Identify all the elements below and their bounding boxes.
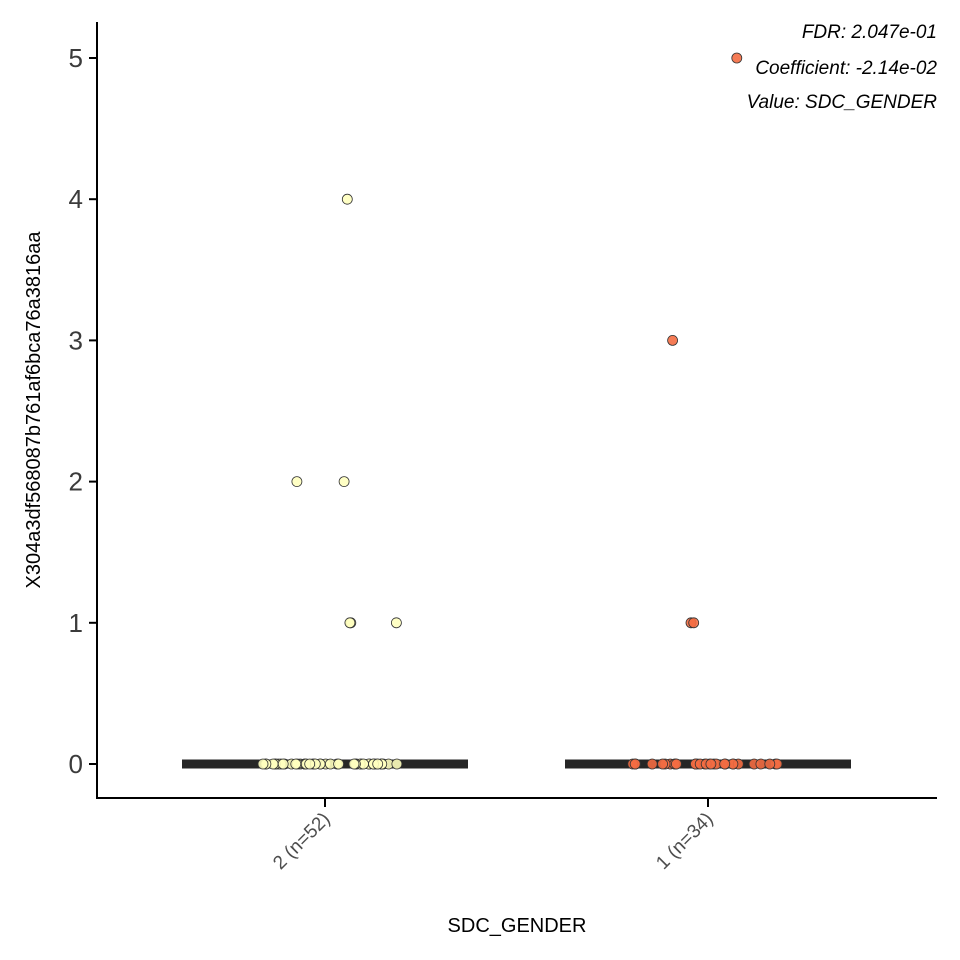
data-point — [671, 758, 682, 770]
annotation-value: Value: SDC_GENDER — [747, 92, 938, 113]
data-point — [688, 617, 700, 629]
data-point — [304, 758, 316, 770]
y-tick-label: 1 — [69, 608, 83, 638]
data-point — [705, 758, 717, 770]
y-tick-label: 2 — [69, 467, 83, 497]
y-tick-label: 4 — [69, 184, 83, 214]
annotation-coefficient: Coefficient: -2.14e-02 — [755, 58, 937, 79]
y-tick-label: 3 — [69, 325, 83, 355]
data-point — [719, 758, 731, 770]
data-point — [667, 334, 678, 346]
x-tick-label: 1 (n=34) — [652, 809, 717, 874]
data-point — [390, 617, 402, 629]
data-point — [257, 758, 269, 770]
data-point — [629, 758, 641, 770]
data-point — [341, 193, 353, 205]
data-point — [731, 52, 743, 64]
data-point — [344, 617, 356, 629]
data-point — [290, 758, 302, 770]
data-point — [391, 758, 403, 770]
data-point — [646, 758, 658, 770]
y-axis-title: X304a3df568087b761af6bca76a3816aa — [23, 231, 45, 589]
data-point — [348, 758, 360, 770]
stat-annotations: FDR: 2.047e-01 Coefficient: -2.14e-02 Va… — [747, 22, 938, 113]
x-axis-title: SDC_GENDER — [448, 915, 587, 937]
data-point — [277, 758, 289, 770]
y-tick-label: 0 — [69, 749, 83, 779]
data-point — [372, 758, 384, 770]
x-ticks: 2 (n=52) 1 (n=34) — [269, 798, 718, 874]
y-tick-label: 5 — [69, 43, 83, 73]
data-point — [291, 476, 303, 488]
data-points — [257, 52, 783, 770]
y-ticks: 0 1 2 3 4 5 — [69, 43, 97, 779]
data-point — [333, 758, 345, 770]
x-tick-label: 2 (n=52) — [269, 809, 334, 874]
data-point — [657, 758, 668, 770]
annotation-fdr: FDR: 2.047e-01 — [802, 22, 937, 43]
data-point — [338, 476, 350, 488]
data-point — [764, 758, 776, 770]
axes — [96, 22, 937, 799]
